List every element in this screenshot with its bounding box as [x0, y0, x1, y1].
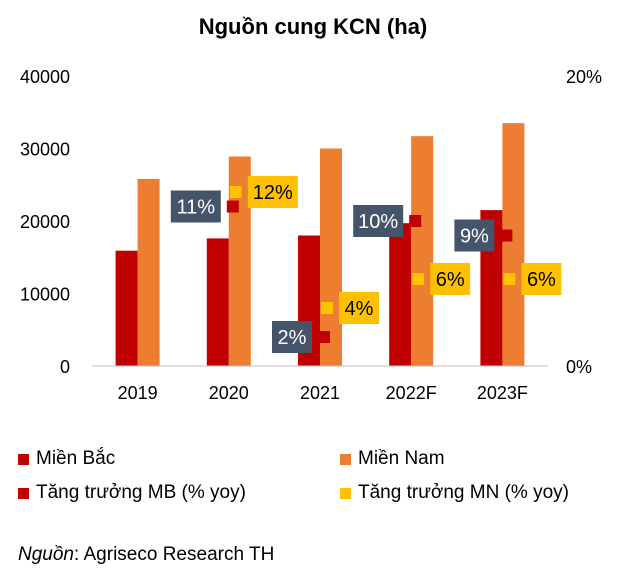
legend-item-mien-nam: Miền Nam: [340, 448, 445, 470]
bar-mien-nam: [502, 123, 525, 366]
y-tick-label: 40000: [20, 67, 70, 87]
data-label-bg-mb: [353, 205, 404, 237]
x-tick-label: 2021: [300, 383, 340, 403]
y2-tick-label: 0%: [566, 357, 592, 377]
y-tick-label: 20000: [20, 212, 70, 232]
chart-title: Nguồn cung KCN (ha): [199, 14, 428, 39]
legend-label-tang-truong-mb: Tăng trưởng MB (% yoy): [36, 482, 246, 503]
source-text: : Agriseco Research TH: [74, 544, 275, 565]
y-tick-label: 10000: [20, 285, 70, 305]
marker-tang-truong-mb: [226, 200, 239, 213]
x-tick-label: 2023F: [477, 383, 528, 403]
data-label-mn: 12%: [253, 182, 293, 204]
marker-tang-truong-mn: [321, 302, 333, 314]
bar-mien-bac: [206, 238, 229, 366]
data-label-mb: 10%: [358, 211, 398, 233]
data-label-bg-mb: [454, 219, 495, 252]
marker-tang-truong-mb: [409, 215, 422, 227]
data-label-mn: 6%: [436, 269, 465, 291]
legend-label-mien-bac: Miền Bắc: [36, 448, 116, 469]
data-label-bg-mn: [247, 176, 298, 208]
legend-swatch-mien-nam: [340, 453, 351, 465]
marker-tang-truong-mn: [412, 273, 425, 285]
source-prefix: Nguồn: [18, 544, 74, 565]
marker-tang-truong-mb: [318, 331, 330, 343]
bar-mien-nam: [411, 136, 434, 366]
bar-mien-nam: [137, 178, 160, 366]
y-tick-label: 0: [60, 357, 70, 377]
legend-swatch-mien-bac: [18, 453, 29, 465]
x-tick-label: 2019: [118, 383, 158, 403]
x-tick-label: 2020: [209, 383, 249, 403]
data-label-mb: 2%: [278, 327, 307, 349]
bar-mien-bac: [115, 250, 138, 366]
legend-label-tang-truong-mn: Tăng trưởng MN (% yoy): [358, 482, 570, 503]
bar-mien-bac: [389, 223, 412, 366]
legend-swatch-tang-truong-mn: [340, 487, 351, 499]
legend-item-tang-truong-mn: Tăng trưởng MN (% yoy): [340, 482, 569, 504]
data-label-bg-mn: [430, 263, 471, 295]
data-label-mn: 4%: [345, 298, 374, 320]
data-label-bg-mn: [339, 292, 379, 324]
marker-tang-truong-mn: [503, 273, 516, 285]
data-label-mn: 6%: [527, 269, 556, 291]
data-label-bg-mn: [521, 263, 562, 295]
marker-tang-truong-mb: [500, 229, 513, 242]
legend-item-mien-bac: Miền Bắc: [18, 448, 115, 470]
marker-tang-truong-mn: [229, 186, 242, 198]
legend-label-mien-nam: Miền Nam: [358, 448, 445, 469]
data-label-bg-mb: [170, 190, 221, 223]
data-label-mb: 11%: [177, 197, 216, 219]
x-tick-label: 2022F: [386, 383, 437, 403]
chart: Nguồn cung KCN (ha) 0 10000 20000 30000 40000…: [20, 14, 602, 403]
legend-swatch-tang-truong-mb: [18, 487, 29, 499]
source-note: Nguồn: Agriseco Research TH: [18, 544, 274, 566]
data-label-mb: 9%: [460, 226, 489, 248]
data-label-bg-mb: [272, 321, 312, 353]
y-tick-label: 30000: [20, 140, 70, 160]
y2-tick-label: 20%: [566, 67, 602, 87]
legend-item-tang-truong-mb: Tăng trưởng MB (% yoy): [18, 482, 246, 504]
